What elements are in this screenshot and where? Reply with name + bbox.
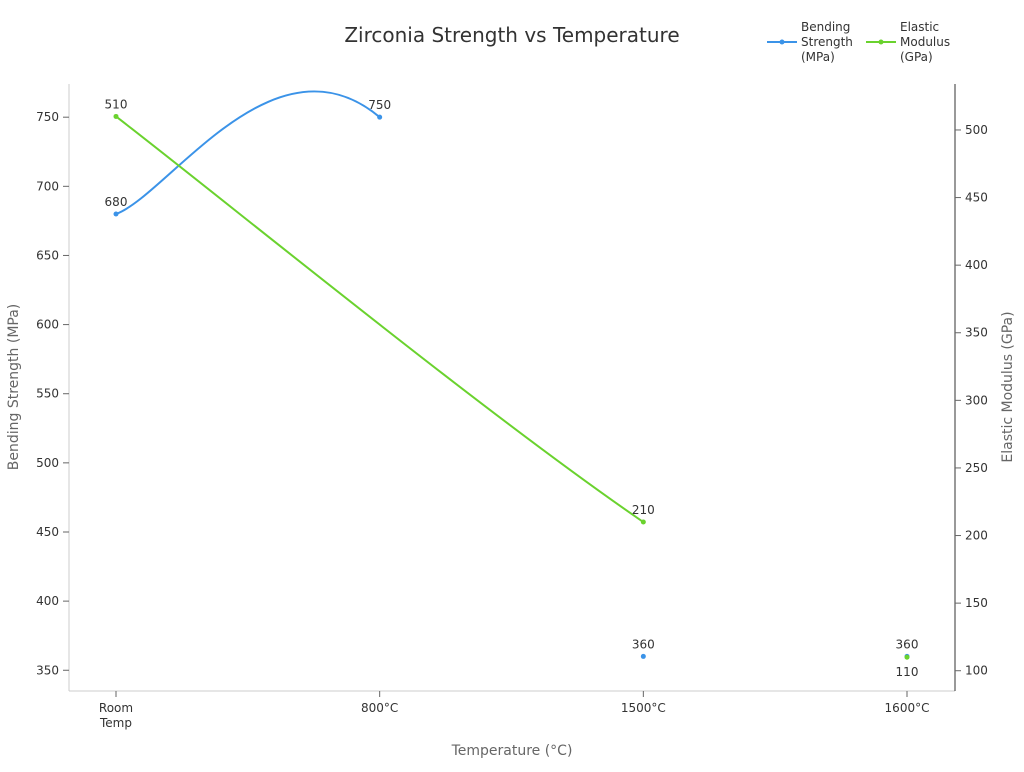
series-1: 510 210 110 xyxy=(105,97,919,679)
data-label: 680 xyxy=(105,195,128,209)
y-tick-label: 750 xyxy=(36,110,59,124)
y2-tick-label: 250 xyxy=(965,461,988,475)
data-point xyxy=(113,211,119,217)
y2-tick-label: 500 xyxy=(965,123,988,137)
x-axis-label: Temperature (°C) xyxy=(451,743,573,759)
data-point xyxy=(640,519,646,525)
y2-tick-label: 200 xyxy=(965,529,988,543)
y-tick-label: 550 xyxy=(36,387,59,401)
chart-title: Zirconia Strength vs Temperature xyxy=(344,23,679,47)
data-label: 210 xyxy=(632,503,655,517)
y-tick-label: 700 xyxy=(36,179,59,193)
y2-tick-label: 350 xyxy=(965,326,988,340)
data-point xyxy=(640,653,646,659)
legend-marker xyxy=(779,39,785,45)
data-label: 510 xyxy=(105,97,128,111)
y2-tick-label: 300 xyxy=(965,393,988,407)
data-point xyxy=(904,654,910,660)
x-tick-label: 1600°C xyxy=(885,701,930,715)
x-tick-label: 1500°C xyxy=(621,701,666,715)
y-tick-label: 650 xyxy=(36,248,59,262)
legend-item-0: Bending Strength (MPa) xyxy=(767,20,853,64)
y-tick-label: 450 xyxy=(36,525,59,539)
y-tick-label: 350 xyxy=(36,663,59,677)
y2-axis-label: Elastic Modulus (GPa) xyxy=(1000,311,1016,462)
legend-marker xyxy=(878,39,884,45)
series-line xyxy=(115,90,381,215)
x-tick-label: Room Temp xyxy=(99,701,133,730)
series-line xyxy=(115,115,644,523)
data-point xyxy=(113,113,119,119)
y-axis-label: Bending Strength (MPa) xyxy=(6,304,22,470)
data-label: 360 xyxy=(632,637,655,651)
data-label: 360 xyxy=(896,637,919,651)
y-tick-label: 400 xyxy=(36,594,59,608)
legend-label: Bending Strength (MPa) xyxy=(801,20,853,64)
data-label: 750 xyxy=(368,98,391,112)
y2-tick-label: 450 xyxy=(965,191,988,205)
y2-tick-label: 100 xyxy=(965,664,988,678)
data-label: 110 xyxy=(896,665,919,679)
data-point xyxy=(377,114,383,120)
legend-label: Elastic Modulus (GPa) xyxy=(900,20,950,64)
y-tick-label: 600 xyxy=(36,318,59,332)
y2-tick-label: 400 xyxy=(965,258,988,272)
legend-item-1: Elastic Modulus (GPa) xyxy=(866,20,950,64)
x-tick-label: 800°C xyxy=(361,701,398,715)
y2-tick-label: 150 xyxy=(965,596,988,610)
series-0: 680 750 360 360 xyxy=(105,90,919,659)
y-tick-label: 500 xyxy=(36,456,59,470)
